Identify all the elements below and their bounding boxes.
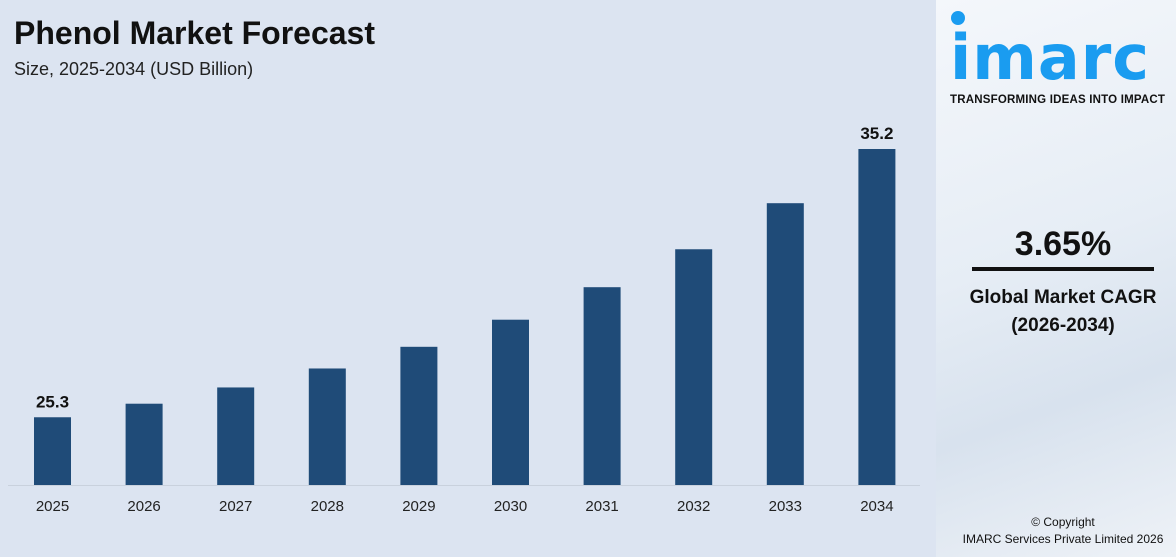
x-tick-label: 2025 bbox=[36, 498, 69, 515]
x-tick-label: 2034 bbox=[860, 498, 893, 515]
copyright: © Copyright IMARC Services Private Limit… bbox=[936, 514, 1176, 548]
x-tick-label: 2032 bbox=[677, 498, 710, 515]
cagr-value: 3.65% bbox=[1014, 225, 1112, 263]
data-label: 25.3 bbox=[36, 392, 69, 411]
x-tick-label: 2033 bbox=[769, 498, 802, 515]
info-sidebar: imarc TRANSFORMING IDEAS INTO IMPACT 3.6… bbox=[936, 0, 1176, 557]
chart-title: Phenol Market Forecast bbox=[14, 15, 375, 51]
bar-2027 bbox=[217, 387, 255, 485]
bar-2028 bbox=[308, 368, 346, 485]
tagline: TRANSFORMING IDEAS INTO IMPACT bbox=[950, 94, 1166, 106]
logo-dot bbox=[951, 11, 965, 25]
imarc-logo: imarc bbox=[950, 21, 1151, 94]
x-tick-label: 2029 bbox=[402, 498, 435, 515]
cagr-period: (2026-2034) bbox=[1011, 315, 1115, 336]
bar-2033 bbox=[766, 203, 804, 485]
x-tick-label: 2027 bbox=[219, 498, 252, 515]
divider bbox=[972, 267, 1154, 271]
cagr-label-text: Global Market CAGR bbox=[969, 287, 1157, 308]
copyright-text: © Copyright bbox=[1031, 515, 1095, 529]
chart-panel: Phenol Market Forecast Size, 2025-2034 (… bbox=[8, 15, 920, 515]
company-name: IMARC Services Private Limited 2026 bbox=[962, 532, 1164, 546]
x-tick-label: 2028 bbox=[311, 498, 344, 515]
x-tick-label: 2026 bbox=[127, 498, 160, 515]
bar-2029 bbox=[400, 346, 438, 485]
cagr-label: Global Market CAGR (2026-2034) bbox=[936, 284, 1176, 340]
x-tick-label: 2031 bbox=[585, 498, 618, 515]
bar-2032 bbox=[675, 249, 713, 485]
bar-2031 bbox=[583, 287, 621, 485]
bar-2025 bbox=[34, 417, 71, 485]
bar-2026 bbox=[125, 403, 163, 485]
bar-2030 bbox=[492, 319, 529, 485]
chart-subtitle: Size, 2025-2034 (USD Billion) bbox=[14, 59, 254, 79]
x-tick-label: 2030 bbox=[494, 498, 527, 515]
data-label: 35.2 bbox=[860, 124, 893, 143]
bar-2034 bbox=[858, 149, 896, 485]
bar-chart: 2025 25.3 2026 2027 2028 2029 2030 2031 2032 2033… bbox=[8, 124, 920, 515]
